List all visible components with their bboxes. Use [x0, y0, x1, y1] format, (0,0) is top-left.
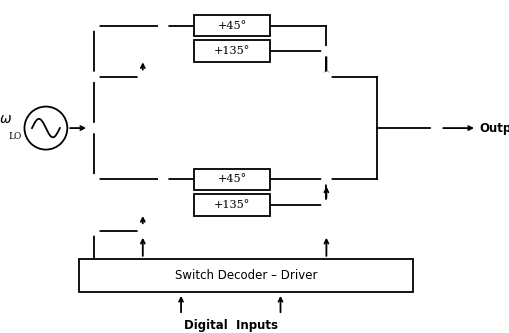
- FancyBboxPatch shape: [193, 194, 270, 216]
- Text: Output: Output: [478, 122, 509, 135]
- Circle shape: [159, 175, 167, 184]
- FancyBboxPatch shape: [193, 15, 270, 36]
- Circle shape: [322, 47, 330, 56]
- Circle shape: [431, 124, 440, 133]
- Circle shape: [322, 175, 330, 184]
- Circle shape: [90, 73, 99, 81]
- FancyBboxPatch shape: [193, 41, 270, 62]
- Circle shape: [138, 73, 147, 81]
- FancyBboxPatch shape: [193, 168, 270, 190]
- Circle shape: [322, 200, 330, 209]
- Circle shape: [90, 175, 99, 184]
- Text: Switch Decoder – Driver: Switch Decoder – Driver: [175, 269, 317, 282]
- Text: +45°: +45°: [217, 174, 246, 184]
- Text: $\omega$: $\omega$: [0, 112, 12, 126]
- Text: +135°: +135°: [213, 46, 250, 56]
- Text: LO: LO: [9, 132, 22, 141]
- Circle shape: [90, 124, 99, 133]
- FancyBboxPatch shape: [79, 259, 412, 292]
- Text: +45°: +45°: [217, 21, 246, 31]
- Circle shape: [159, 21, 167, 30]
- Text: +135°: +135°: [213, 200, 250, 210]
- Circle shape: [90, 21, 99, 30]
- Text: Digital  Inputs: Digital Inputs: [183, 319, 277, 332]
- Circle shape: [138, 226, 147, 235]
- Circle shape: [90, 226, 99, 235]
- Circle shape: [322, 73, 330, 81]
